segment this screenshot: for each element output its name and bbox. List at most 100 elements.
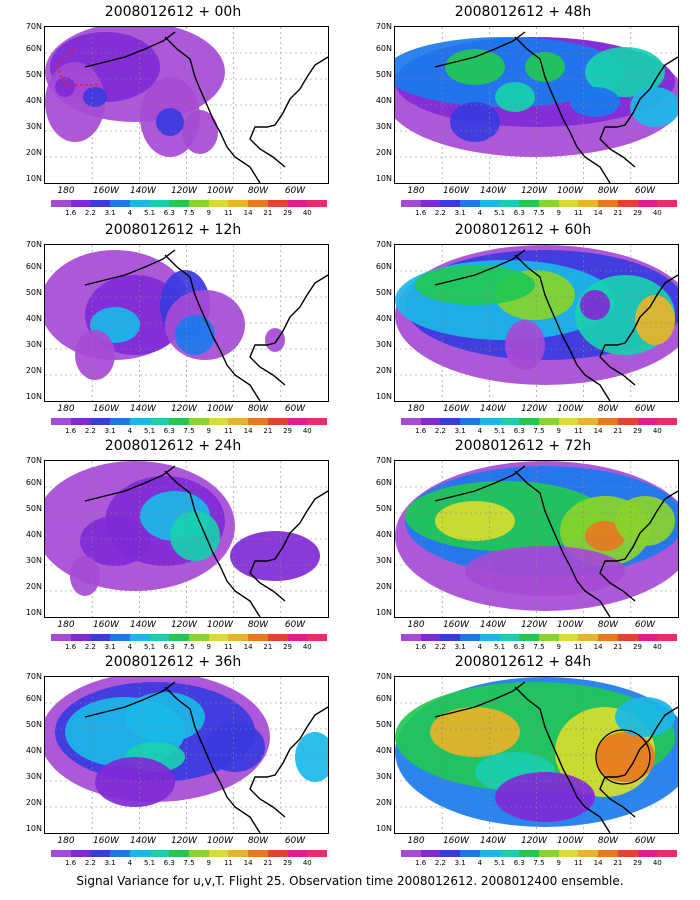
lon-tick-label: 160W [92,620,120,630]
signal-variance-map [45,677,328,833]
colorbar-swatch [169,200,190,207]
colorbar-label: 5.1 [493,427,506,435]
colorbar-swatch [70,850,91,857]
colorbar-label: 2.2 [434,209,446,217]
lat-tick-label: 40N [25,96,42,105]
colorbar-swatch [440,200,461,207]
colorbar-swatch [519,200,540,207]
lat-tick-label: 10N [375,392,392,401]
lon-tick-label: 80W [247,186,269,196]
colorbar-label: 14 [243,859,253,867]
lat-tick-label: 40N [25,314,42,323]
variance-contour [415,265,535,305]
variance-contour [83,87,107,107]
colorbar-swatch [228,200,249,207]
colorbar-swatch [578,634,599,641]
colorbar-label: 5.1 [143,643,156,651]
colorbar-label: 2.2 [434,859,446,867]
coastline [599,274,678,386]
colorbar-label: 14 [593,209,603,217]
variance-contour [395,37,625,107]
lat-tick-label: 70N [25,672,42,681]
colorbar-label: 1.6 [415,643,427,651]
colorbar-swatch [307,200,328,207]
colorbar-swatch [169,850,190,857]
colorbar-label: 1.6 [415,859,427,867]
colorbar-swatch [401,418,421,425]
coastline [514,470,611,617]
signal-variance-map [45,27,328,183]
colorbar-swatch [189,418,209,425]
lon-tick-label: 160W [442,404,470,414]
colorbar-label: 14 [243,643,253,651]
colorbar-label: 3.1 [454,209,466,217]
colorbar-swatch [617,200,638,207]
colorbar-swatch [248,634,268,641]
lat-tick-label: 20N [375,366,392,375]
lat-tick-label: 30N [25,122,42,131]
colorbar-swatch [539,200,559,207]
variance-contour [570,87,620,117]
colorbar-label: 7.5 [183,643,195,651]
colorbar-swatch [479,200,500,207]
lat-tick-label: 50N [375,504,392,513]
lon-tick-label: 100W [206,836,234,846]
colorbar-label: 5.1 [493,859,506,867]
colorbar-swatch [70,418,91,425]
colorbar-swatch [189,200,209,207]
colorbar-swatch [440,634,461,641]
variance-contour [595,732,655,782]
lat-tick-label: 20N [375,148,392,157]
lat-tick-label: 20N [375,582,392,591]
colorbar-swatch [267,634,288,641]
lon-tick-label: 80W [597,836,619,846]
colorbar-swatch [637,850,658,857]
colorbar-swatch [578,850,599,857]
colorbar-swatch [51,634,71,641]
lat-tick-label: 10N [25,608,42,617]
lon-tick-label: 100W [556,186,584,196]
colorbar-swatch [558,418,579,425]
colorbar-label: 3.1 [104,427,116,435]
colorbar-swatch [70,634,91,641]
colorbar-label: 4 [127,209,133,217]
variance-contour [75,330,115,380]
colorbar-label: 3.1 [454,643,466,651]
lon-tick-label: 80W [597,404,619,414]
colorbar-label: 7.5 [533,209,545,217]
lon-tick-label: 140W [129,186,157,196]
colorbar-swatch [617,634,638,641]
lat-tick-label: 70N [25,240,42,249]
map-frame [394,460,679,618]
lat-tick-label: 60N [25,262,42,271]
variance-contour [70,556,100,596]
colorbar-label: 1.6 [65,859,77,867]
lon-tick-label: 60W [284,836,306,846]
lon-tick-label: 160W [92,836,120,846]
variance-contour [630,87,678,127]
colorbar-swatch [208,418,229,425]
colorbar-label: 9 [556,643,561,651]
colorbar-label: 3.1 [104,643,116,651]
map-frame [394,676,679,834]
colorbar-swatch [287,200,308,207]
map-frame [394,244,679,402]
variance-contour [495,772,595,822]
lon-tick-label: 140W [129,620,157,630]
colorbar-label: 3.1 [454,859,466,867]
coastline [164,36,261,183]
colorbar-swatch [169,418,190,425]
colorbar-swatch [539,418,559,425]
colorbar-label: 5.1 [493,209,506,217]
signal-variance-map [395,677,678,833]
lat-tick-label: 40N [25,746,42,755]
signal-variance-map [395,27,678,183]
variance-contour [230,531,320,581]
lon-tick-label: 80W [247,836,269,846]
target-circle [595,729,651,785]
lat-tick-label: 60N [375,478,392,487]
flight-track [55,48,97,86]
colorbar-label: 3.1 [104,209,116,217]
colorbar-label: 6.3 [163,427,175,435]
coastline [249,706,328,818]
